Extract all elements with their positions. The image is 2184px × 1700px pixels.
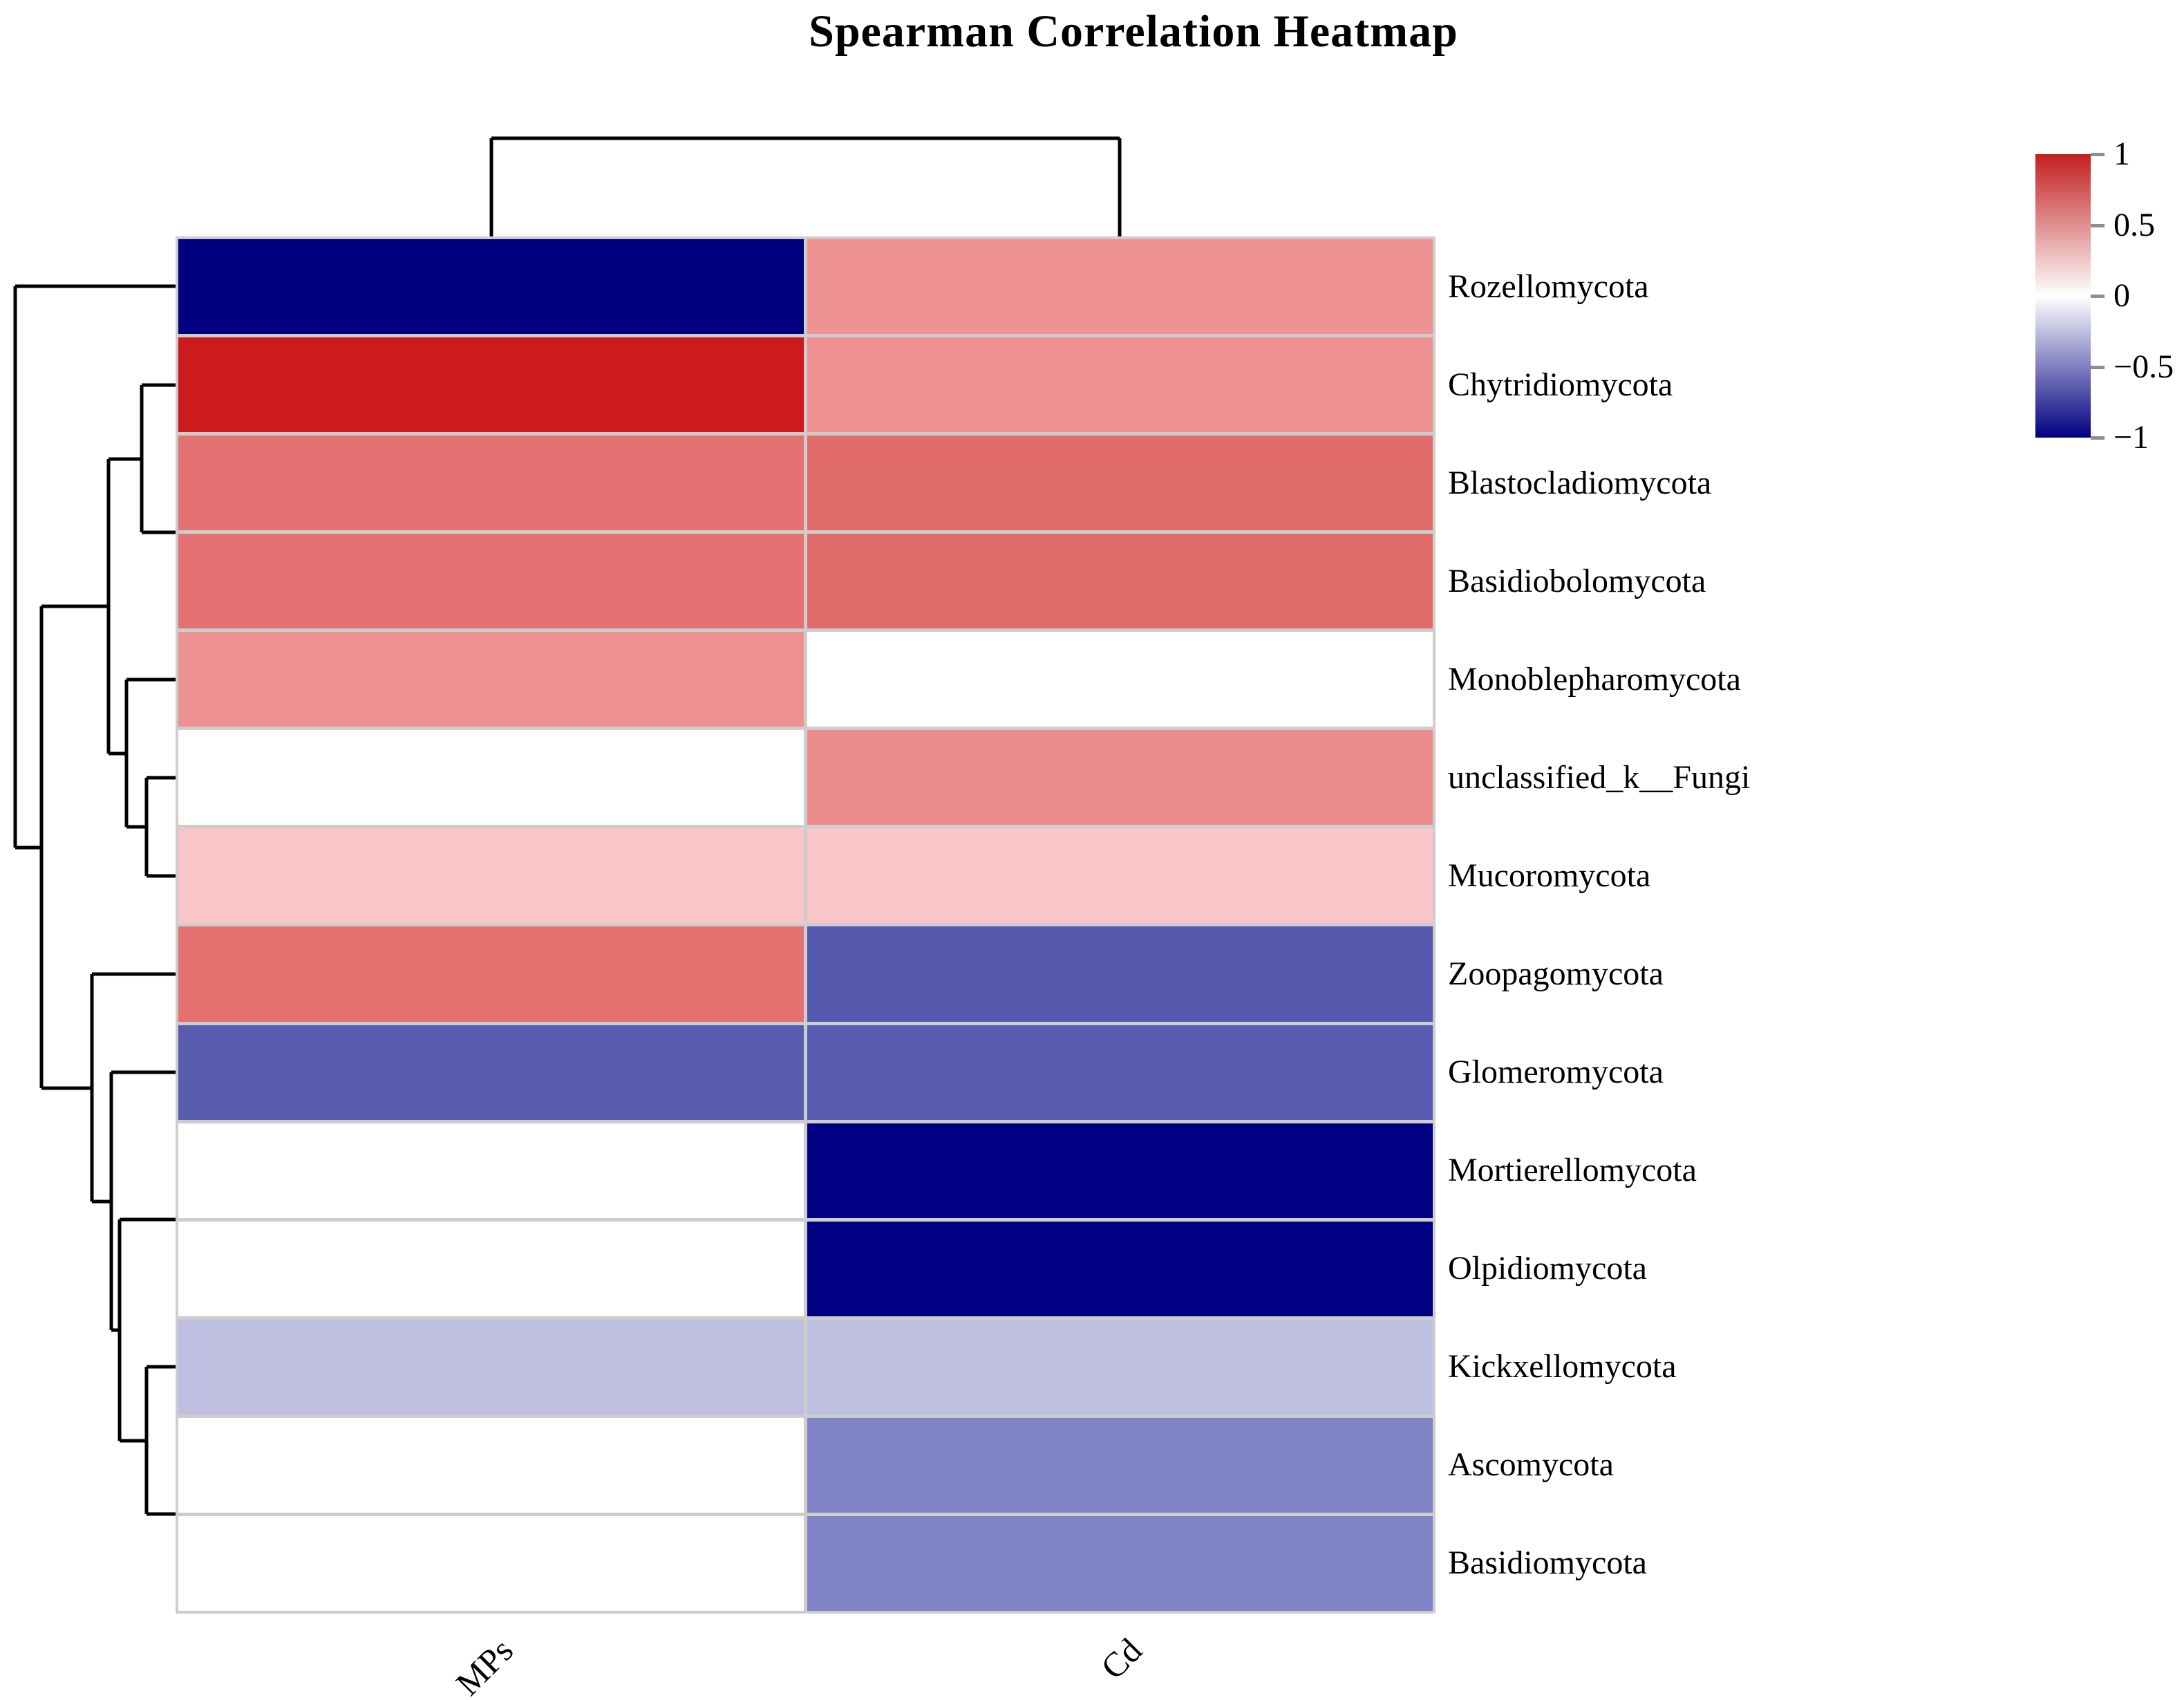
row-label: Chytridiomycota	[1448, 366, 1673, 403]
heatmap-cell	[178, 1221, 804, 1316]
heatmap-cell	[178, 337, 804, 433]
row-label: Glomeromycota	[1448, 1054, 1664, 1091]
legend-tick-label: −1	[2114, 419, 2149, 456]
heatmap-cell	[178, 1515, 804, 1611]
heatmap-cell	[807, 730, 1433, 825]
heatmap-cell	[807, 436, 1433, 531]
row-label: Mortierellomycota	[1448, 1152, 1697, 1189]
row-label: Olpidiomycota	[1448, 1250, 1647, 1287]
heatmap-cell	[807, 337, 1433, 433]
row-label: Zoopagomycota	[1448, 955, 1664, 993]
heatmap-cell	[807, 534, 1433, 629]
heatmap-cell	[807, 828, 1433, 924]
legend-gradient-bar	[2035, 154, 2091, 438]
legend-tick-label: 1	[2114, 136, 2130, 172]
row-label: Ascomycota	[1448, 1446, 1614, 1484]
heatmap-cell	[807, 1123, 1433, 1218]
heatmap-cell	[807, 1221, 1433, 1316]
row-label: unclassified_k__Fungi	[1448, 758, 1751, 796]
heatmap-cell	[178, 1417, 804, 1513]
legend-tick	[2091, 223, 2105, 227]
heatmap-cell	[178, 1319, 804, 1414]
heatmap-cell	[807, 1319, 1433, 1414]
heatmap-cell	[807, 239, 1433, 335]
row-label: Rozellomycota	[1448, 268, 1649, 305]
heatmap-cell	[807, 1025, 1433, 1120]
row-label: Monoblepharomycota	[1448, 660, 1741, 698]
row-label: Basidiobolomycota	[1448, 562, 1706, 599]
legend-tick	[2091, 295, 2105, 298]
heatmap-cell	[178, 1123, 804, 1218]
row-label: Blastocladiomycota	[1448, 464, 1712, 501]
heatmap-cell	[178, 926, 804, 1022]
legend-tick	[2091, 153, 2105, 156]
heatmap-grid	[176, 236, 1435, 1614]
page-title: Spearman Correlation Heatmap	[809, 6, 1458, 57]
heatmap-cell	[807, 926, 1433, 1022]
heatmap-cell	[178, 632, 804, 727]
row-label: Mucoromycota	[1448, 857, 1651, 894]
heatmap-cell	[178, 730, 804, 825]
heatmap-cell	[807, 632, 1433, 727]
legend-tick	[2091, 365, 2105, 369]
row-label: Basidiomycota	[1448, 1544, 1647, 1582]
legend-tick-label: 0	[2114, 277, 2130, 314]
heatmap-cell	[178, 436, 804, 531]
column-label: MPs	[448, 1630, 521, 1700]
legend-tick	[2091, 436, 2105, 440]
legend-tick-label: 0.5	[2114, 206, 2155, 243]
column-label: Cd	[1093, 1630, 1149, 1687]
heatmap-cell	[807, 1417, 1433, 1513]
heatmap-cell	[178, 1025, 804, 1120]
row-label: Kickxellomycota	[1448, 1348, 1677, 1385]
legend-tick-label: −0.5	[2114, 348, 2174, 385]
heatmap-cell	[178, 534, 804, 629]
heatmap-cell	[807, 1515, 1433, 1611]
heatmap-cell	[178, 828, 804, 924]
heatmap-cell	[178, 239, 804, 335]
